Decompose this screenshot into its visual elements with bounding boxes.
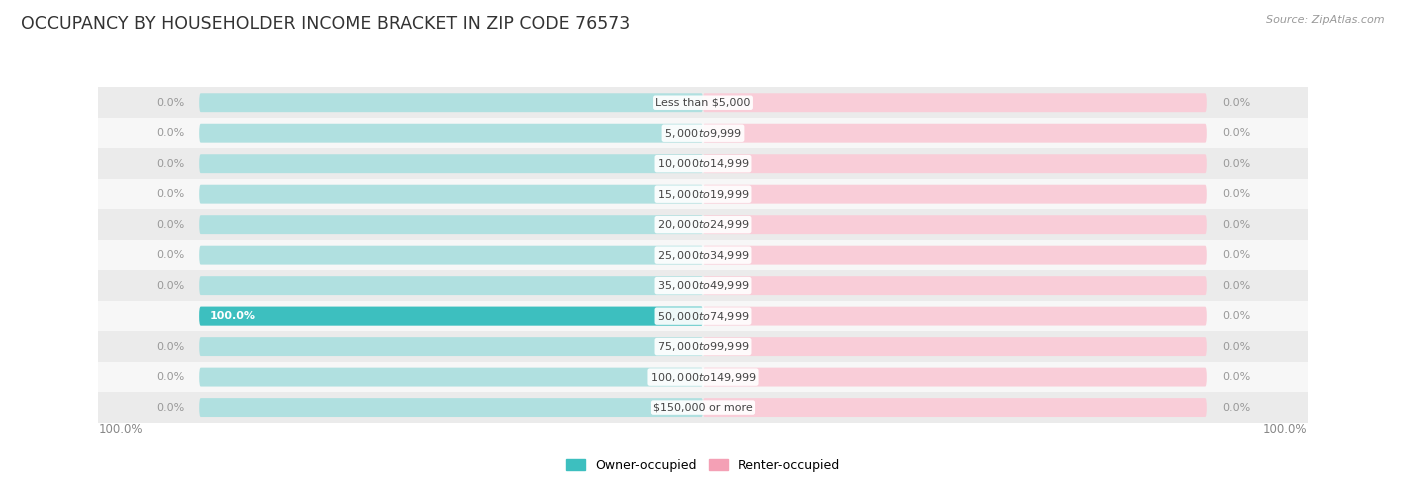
Text: 0.0%: 0.0% [1222, 98, 1250, 108]
Text: 0.0%: 0.0% [1222, 342, 1250, 351]
Text: 0.0%: 0.0% [156, 342, 184, 351]
Text: 0.0%: 0.0% [1222, 250, 1250, 260]
Text: $5,000 to $9,999: $5,000 to $9,999 [664, 127, 742, 139]
Text: 0.0%: 0.0% [1222, 189, 1250, 199]
FancyBboxPatch shape [200, 215, 703, 234]
Text: $15,000 to $19,999: $15,000 to $19,999 [657, 188, 749, 201]
Text: OCCUPANCY BY HOUSEHOLDER INCOME BRACKET IN ZIP CODE 76573: OCCUPANCY BY HOUSEHOLDER INCOME BRACKET … [21, 15, 630, 33]
Bar [98, 240, 1308, 270]
Text: 100.0%: 100.0% [98, 423, 143, 436]
Bar [98, 270, 1308, 301]
Text: Less than $5,000: Less than $5,000 [655, 98, 751, 108]
Text: $50,000 to $74,999: $50,000 to $74,999 [657, 310, 749, 323]
Text: 0.0%: 0.0% [1222, 372, 1250, 382]
Text: 0.0%: 0.0% [156, 220, 184, 230]
FancyBboxPatch shape [703, 93, 1206, 112]
FancyBboxPatch shape [200, 185, 703, 204]
Text: 0.0%: 0.0% [1222, 159, 1250, 169]
Text: 0.0%: 0.0% [1222, 128, 1250, 138]
FancyBboxPatch shape [703, 246, 1206, 264]
FancyBboxPatch shape [200, 307, 703, 326]
Text: Source: ZipAtlas.com: Source: ZipAtlas.com [1267, 15, 1385, 25]
FancyBboxPatch shape [200, 276, 703, 295]
FancyBboxPatch shape [703, 276, 1206, 295]
Text: $25,000 to $34,999: $25,000 to $34,999 [657, 249, 749, 261]
Bar [98, 118, 1308, 148]
Text: $35,000 to $49,999: $35,000 to $49,999 [657, 279, 749, 292]
Text: $75,000 to $99,999: $75,000 to $99,999 [657, 340, 749, 353]
Bar [98, 209, 1308, 240]
FancyBboxPatch shape [703, 124, 1206, 143]
FancyBboxPatch shape [703, 185, 1206, 204]
Text: 100.0%: 100.0% [1263, 423, 1308, 436]
Text: 0.0%: 0.0% [156, 280, 184, 291]
FancyBboxPatch shape [703, 154, 1206, 173]
FancyBboxPatch shape [703, 215, 1206, 234]
FancyBboxPatch shape [200, 93, 703, 112]
FancyBboxPatch shape [200, 337, 703, 356]
FancyBboxPatch shape [200, 124, 703, 143]
Bar [98, 392, 1308, 423]
FancyBboxPatch shape [703, 307, 1206, 326]
Text: 0.0%: 0.0% [156, 98, 184, 108]
FancyBboxPatch shape [703, 337, 1206, 356]
Bar [98, 362, 1308, 392]
Legend: Owner-occupied, Renter-occupied: Owner-occupied, Renter-occupied [561, 454, 845, 477]
Text: 0.0%: 0.0% [156, 189, 184, 199]
Text: 0.0%: 0.0% [1222, 311, 1250, 321]
Text: $150,000 or more: $150,000 or more [654, 402, 752, 413]
FancyBboxPatch shape [703, 398, 1206, 417]
Text: 0.0%: 0.0% [1222, 220, 1250, 230]
Text: $100,000 to $149,999: $100,000 to $149,999 [650, 371, 756, 383]
Bar [98, 331, 1308, 362]
FancyBboxPatch shape [200, 154, 703, 173]
Text: 0.0%: 0.0% [1222, 280, 1250, 291]
Text: $10,000 to $14,999: $10,000 to $14,999 [657, 157, 749, 170]
FancyBboxPatch shape [703, 367, 1206, 386]
Text: 0.0%: 0.0% [156, 159, 184, 169]
Text: 0.0%: 0.0% [156, 250, 184, 260]
Bar [98, 179, 1308, 209]
FancyBboxPatch shape [200, 307, 703, 326]
Text: 0.0%: 0.0% [156, 372, 184, 382]
Bar [98, 148, 1308, 179]
Text: 0.0%: 0.0% [156, 128, 184, 138]
FancyBboxPatch shape [200, 398, 703, 417]
Text: 0.0%: 0.0% [156, 402, 184, 413]
Text: 0.0%: 0.0% [1222, 402, 1250, 413]
Text: 100.0%: 100.0% [209, 311, 256, 321]
Bar [98, 301, 1308, 331]
FancyBboxPatch shape [200, 246, 703, 264]
FancyBboxPatch shape [200, 367, 703, 386]
Bar [98, 87, 1308, 118]
Text: $20,000 to $24,999: $20,000 to $24,999 [657, 218, 749, 231]
